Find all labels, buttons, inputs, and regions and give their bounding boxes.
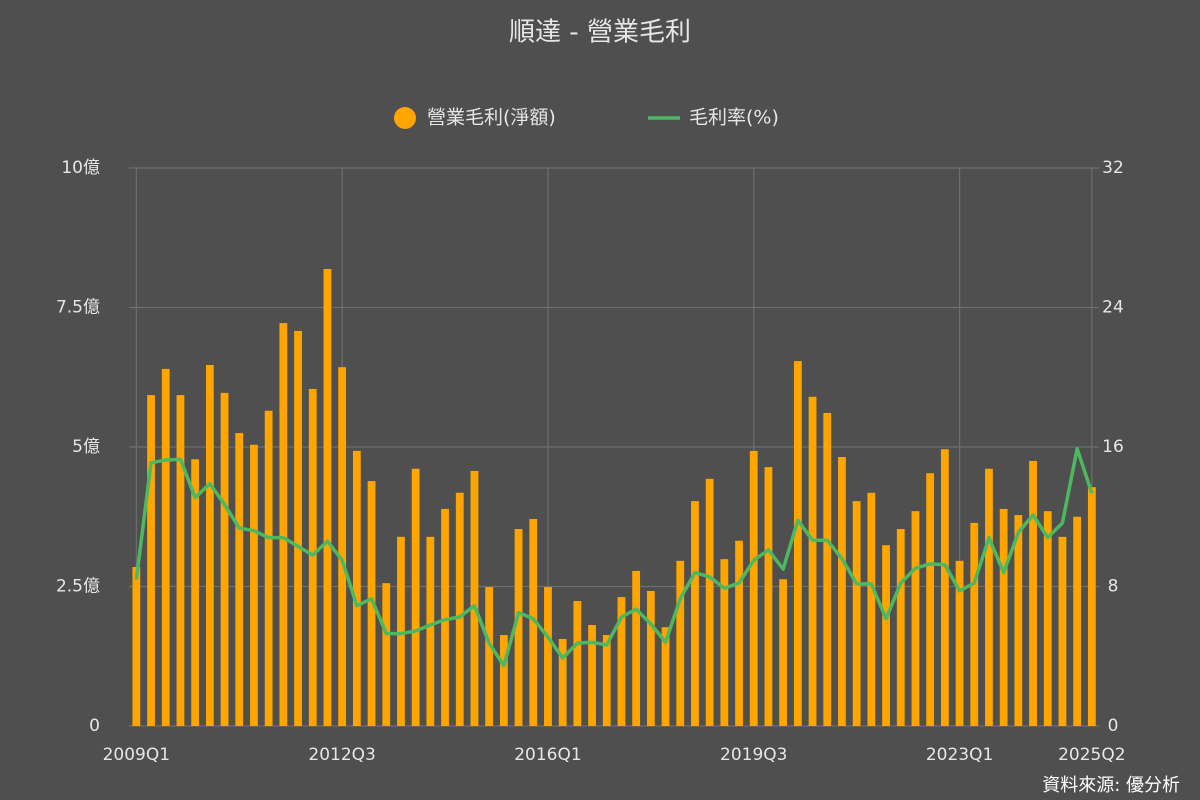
- legend-label: 營業毛利(淨額): [427, 107, 556, 129]
- bar: [382, 583, 391, 726]
- bar: [426, 536, 435, 726]
- bar: [1043, 511, 1052, 726]
- bar: [161, 368, 170, 726]
- bar: [999, 508, 1008, 726]
- chart-title: 順達 - 營業毛利: [509, 18, 691, 48]
- bar: [985, 468, 993, 726]
- y-tick-label: 10億: [61, 158, 100, 178]
- bar: [676, 560, 685, 726]
- bar: [823, 412, 832, 726]
- bar: [367, 481, 376, 726]
- bar: [926, 473, 935, 726]
- x-tick-label: 2009Q1: [103, 745, 170, 765]
- x-tick-label: 2012Q3: [308, 745, 375, 765]
- bar: [955, 560, 964, 726]
- y2-tick-label: 16: [1102, 437, 1124, 457]
- bar: [867, 492, 876, 726]
- bar: [838, 457, 846, 726]
- bar: [132, 566, 141, 726]
- y-tick-label: 7.5億: [56, 298, 100, 318]
- bar: [514, 529, 523, 726]
- bar: [529, 518, 538, 726]
- source-note: 資料來源: 優分析: [1042, 775, 1180, 796]
- y-tick-label: 5億: [72, 437, 100, 457]
- bar: [147, 395, 155, 726]
- y2-tick-label: 32: [1102, 158, 1124, 178]
- bar: [485, 587, 494, 726]
- bar: [896, 529, 905, 726]
- y2-tick-label: 0: [1108, 716, 1119, 736]
- bar: [735, 540, 743, 726]
- bar: [176, 395, 185, 726]
- bar: [617, 597, 626, 726]
- y2-tick-label: 24: [1102, 298, 1124, 318]
- bar: [1073, 516, 1082, 726]
- bar: [602, 635, 611, 726]
- bar: [1029, 460, 1037, 726]
- bar: [220, 392, 229, 726]
- bar: [397, 536, 405, 726]
- bar: [588, 625, 596, 726]
- bar: [779, 579, 788, 726]
- bar: [940, 449, 949, 726]
- bar: [308, 388, 317, 726]
- bar: [573, 601, 582, 726]
- bar: [544, 587, 552, 726]
- y2-tick-label: 8: [1108, 577, 1119, 597]
- bar: [911, 511, 920, 726]
- bar: [720, 559, 729, 726]
- bar: [294, 330, 302, 726]
- bar: [411, 468, 420, 726]
- bar: [1087, 487, 1096, 726]
- bar: [441, 508, 449, 726]
- legend-marker: [394, 107, 416, 129]
- bar: [646, 590, 655, 726]
- bar: [691, 501, 699, 726]
- bar: [1058, 536, 1067, 726]
- bar: [1014, 515, 1023, 726]
- bar: [235, 433, 244, 726]
- bar: [205, 364, 214, 726]
- x-tick-label: 2023Q1: [926, 745, 993, 765]
- x-tick-label: 2025Q2: [1058, 745, 1125, 765]
- bar: [250, 444, 258, 726]
- bar: [323, 268, 332, 726]
- bar: [264, 410, 273, 726]
- bar: [808, 396, 817, 726]
- bar: [705, 478, 714, 726]
- bar: [764, 467, 773, 726]
- bar: [352, 450, 361, 726]
- bar: [882, 545, 890, 726]
- line: [134, 446, 1094, 668]
- bar: [455, 492, 464, 726]
- bar: [191, 459, 200, 726]
- y-tick-label: 2.5億: [56, 577, 100, 597]
- bar: [470, 470, 479, 726]
- bar: [793, 361, 802, 726]
- x-tick-label: 2016Q1: [514, 745, 581, 765]
- bar: [279, 323, 288, 726]
- bar: [632, 570, 641, 726]
- legend-label: 毛利率(%): [689, 107, 779, 129]
- bar: [749, 450, 758, 726]
- y-tick-label: 0: [89, 716, 100, 736]
- bar: [558, 638, 567, 726]
- bar: [499, 635, 508, 726]
- bar: [970, 522, 979, 726]
- x-tick-label: 2019Q3: [720, 745, 787, 765]
- bar: [661, 627, 670, 726]
- bar: [338, 367, 347, 726]
- bar: [852, 501, 861, 726]
